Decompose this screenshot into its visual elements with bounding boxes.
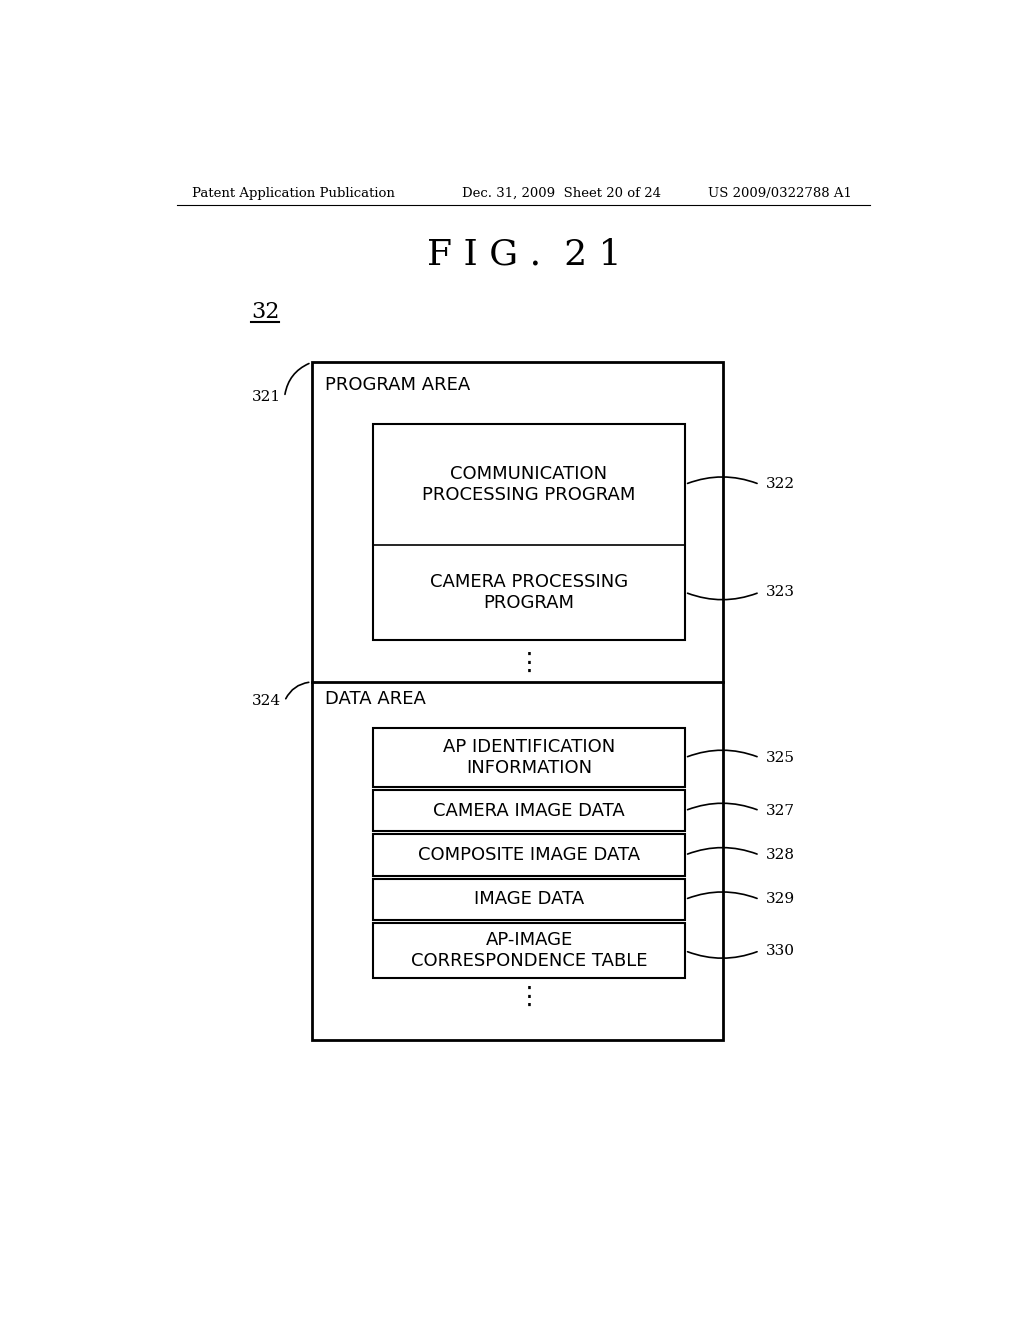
FancyArrowPatch shape — [286, 682, 309, 698]
Text: COMPOSITE IMAGE DATA: COMPOSITE IMAGE DATA — [418, 846, 640, 865]
Text: 325: 325 — [766, 751, 795, 764]
Text: F I G .  2 1: F I G . 2 1 — [427, 238, 623, 272]
Text: ⋮: ⋮ — [516, 985, 542, 1008]
Text: 324: 324 — [252, 694, 281, 709]
Text: DATA AREA: DATA AREA — [326, 689, 426, 708]
FancyArrowPatch shape — [687, 750, 757, 756]
Text: 323: 323 — [766, 585, 795, 599]
Text: ⋮: ⋮ — [516, 651, 542, 675]
Bar — [373, 789, 685, 832]
FancyArrowPatch shape — [687, 804, 757, 809]
Text: 329: 329 — [766, 892, 795, 907]
Text: CAMERA IMAGE DATA: CAMERA IMAGE DATA — [433, 801, 625, 820]
Bar — [311, 363, 724, 1040]
Text: AP-IMAGE
CORRESPONDENCE TABLE: AP-IMAGE CORRESPONDENCE TABLE — [411, 932, 647, 970]
Text: Patent Application Publication: Patent Application Publication — [193, 186, 395, 199]
Text: IMAGE DATA: IMAGE DATA — [474, 891, 584, 908]
Text: CAMERA PROCESSING
PROGRAM: CAMERA PROCESSING PROGRAM — [430, 573, 628, 611]
Text: 321: 321 — [252, 391, 281, 404]
Text: 32: 32 — [251, 301, 280, 323]
Bar — [373, 879, 685, 920]
FancyArrowPatch shape — [687, 477, 757, 483]
Text: AP IDENTIFICATION
INFORMATION: AP IDENTIFICATION INFORMATION — [443, 738, 615, 777]
FancyArrowPatch shape — [687, 892, 757, 899]
FancyArrowPatch shape — [687, 593, 757, 599]
Text: 328: 328 — [766, 847, 795, 862]
Text: PROGRAM AREA: PROGRAM AREA — [326, 376, 471, 395]
FancyArrowPatch shape — [687, 847, 757, 854]
Text: 327: 327 — [766, 804, 795, 817]
Text: 322: 322 — [766, 478, 795, 491]
Bar — [373, 923, 685, 978]
Text: 330: 330 — [766, 944, 795, 958]
FancyArrowPatch shape — [687, 952, 757, 958]
FancyArrowPatch shape — [285, 363, 309, 395]
Text: US 2009/0322788 A1: US 2009/0322788 A1 — [708, 186, 852, 199]
Text: Dec. 31, 2009  Sheet 20 of 24: Dec. 31, 2009 Sheet 20 of 24 — [462, 186, 660, 199]
Text: COMMUNICATION
PROCESSING PROGRAM: COMMUNICATION PROCESSING PROGRAM — [422, 465, 636, 504]
Bar — [373, 424, 685, 640]
Bar — [373, 834, 685, 876]
Bar — [373, 729, 685, 787]
